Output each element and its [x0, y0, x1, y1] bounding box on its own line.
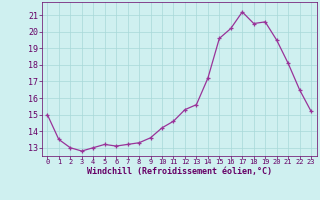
X-axis label: Windchill (Refroidissement éolien,°C): Windchill (Refroidissement éolien,°C) [87, 167, 272, 176]
